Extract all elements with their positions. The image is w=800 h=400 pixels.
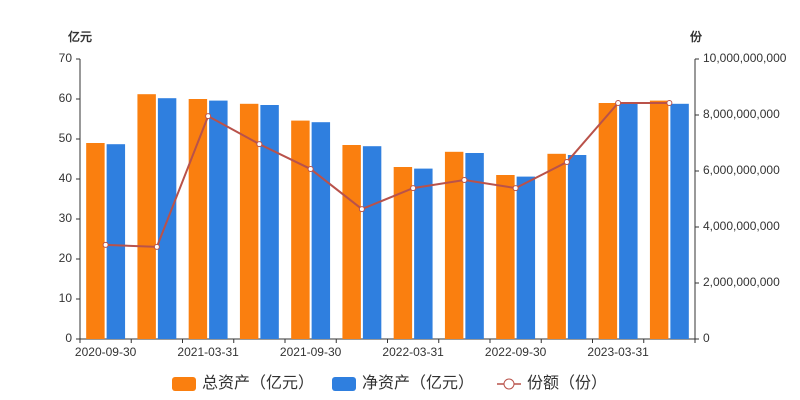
x-tick-label: 2023-03-31 xyxy=(587,345,649,359)
line-point xyxy=(461,176,468,183)
line-point xyxy=(358,206,365,213)
y2-tick-label: 4,000,000,000 xyxy=(703,219,780,233)
x-tick-label: 2021-09-30 xyxy=(280,345,342,359)
legend-label: 总资产（亿元） xyxy=(202,374,314,392)
bar xyxy=(239,103,259,339)
y-axis-label: 亿元 xyxy=(68,29,92,44)
bar xyxy=(619,103,638,339)
bar xyxy=(496,175,515,339)
bar xyxy=(362,146,382,339)
y2-tick-label: 0 xyxy=(703,331,710,345)
bar xyxy=(106,144,126,339)
y2-tick-label: 2,000,000,000 xyxy=(703,275,780,289)
y-tick-label: 60 xyxy=(59,91,73,105)
bar xyxy=(414,168,433,339)
y2-axis-label: 份 xyxy=(690,29,703,44)
line-point xyxy=(615,99,622,106)
legend-label: 份额（份） xyxy=(527,374,607,392)
bar xyxy=(516,176,536,339)
bar xyxy=(649,100,669,339)
bar xyxy=(547,153,566,339)
legend-swatch xyxy=(332,377,356,391)
y-tick-label: 50 xyxy=(59,131,73,145)
bar xyxy=(670,103,689,339)
line-point xyxy=(563,159,570,166)
x-tick-label: 2021-03-31 xyxy=(177,345,239,359)
legend-swatch xyxy=(503,378,515,390)
y2-tick-label: 6,000,000,000 xyxy=(703,163,780,177)
line-point xyxy=(410,185,417,192)
bar xyxy=(209,100,228,339)
line-point xyxy=(256,141,263,148)
line-point xyxy=(666,99,673,106)
bar xyxy=(188,99,208,339)
x-tick-label: 2022-09-30 xyxy=(485,345,547,359)
legend-swatch xyxy=(172,377,196,391)
x-tick-label: 2020-09-30 xyxy=(75,345,137,359)
y-tick-label: 0 xyxy=(65,331,72,345)
y-tick-label: 70 xyxy=(59,51,73,65)
bar xyxy=(465,153,484,339)
y-tick-label: 20 xyxy=(59,251,73,265)
bar xyxy=(567,155,587,339)
legend-label: 净资产（亿元） xyxy=(362,374,474,392)
y-tick-label: 30 xyxy=(59,211,73,225)
y-tick-label: 40 xyxy=(59,171,73,185)
line-point xyxy=(153,243,160,250)
line xyxy=(105,101,670,248)
y-tick-label: 10 xyxy=(59,291,73,305)
bar xyxy=(393,167,413,339)
line-point xyxy=(307,166,314,173)
y2-tick-label: 10,000,000,000 xyxy=(703,51,787,65)
bar xyxy=(342,145,361,339)
legend: 总资产（亿元） 净资产（亿元） 份额（份） xyxy=(172,374,607,392)
bar xyxy=(311,122,331,339)
bar xyxy=(137,94,156,339)
line-point xyxy=(512,185,519,192)
line-point xyxy=(205,113,212,120)
line-point xyxy=(102,241,109,248)
bar xyxy=(260,105,279,339)
y2-tick-label: 8,000,000,000 xyxy=(703,107,780,121)
bar xyxy=(86,143,105,339)
bar xyxy=(444,151,464,339)
x-tick-label: 2022-03-31 xyxy=(382,345,444,359)
bar xyxy=(291,120,310,339)
bar xyxy=(598,103,618,339)
